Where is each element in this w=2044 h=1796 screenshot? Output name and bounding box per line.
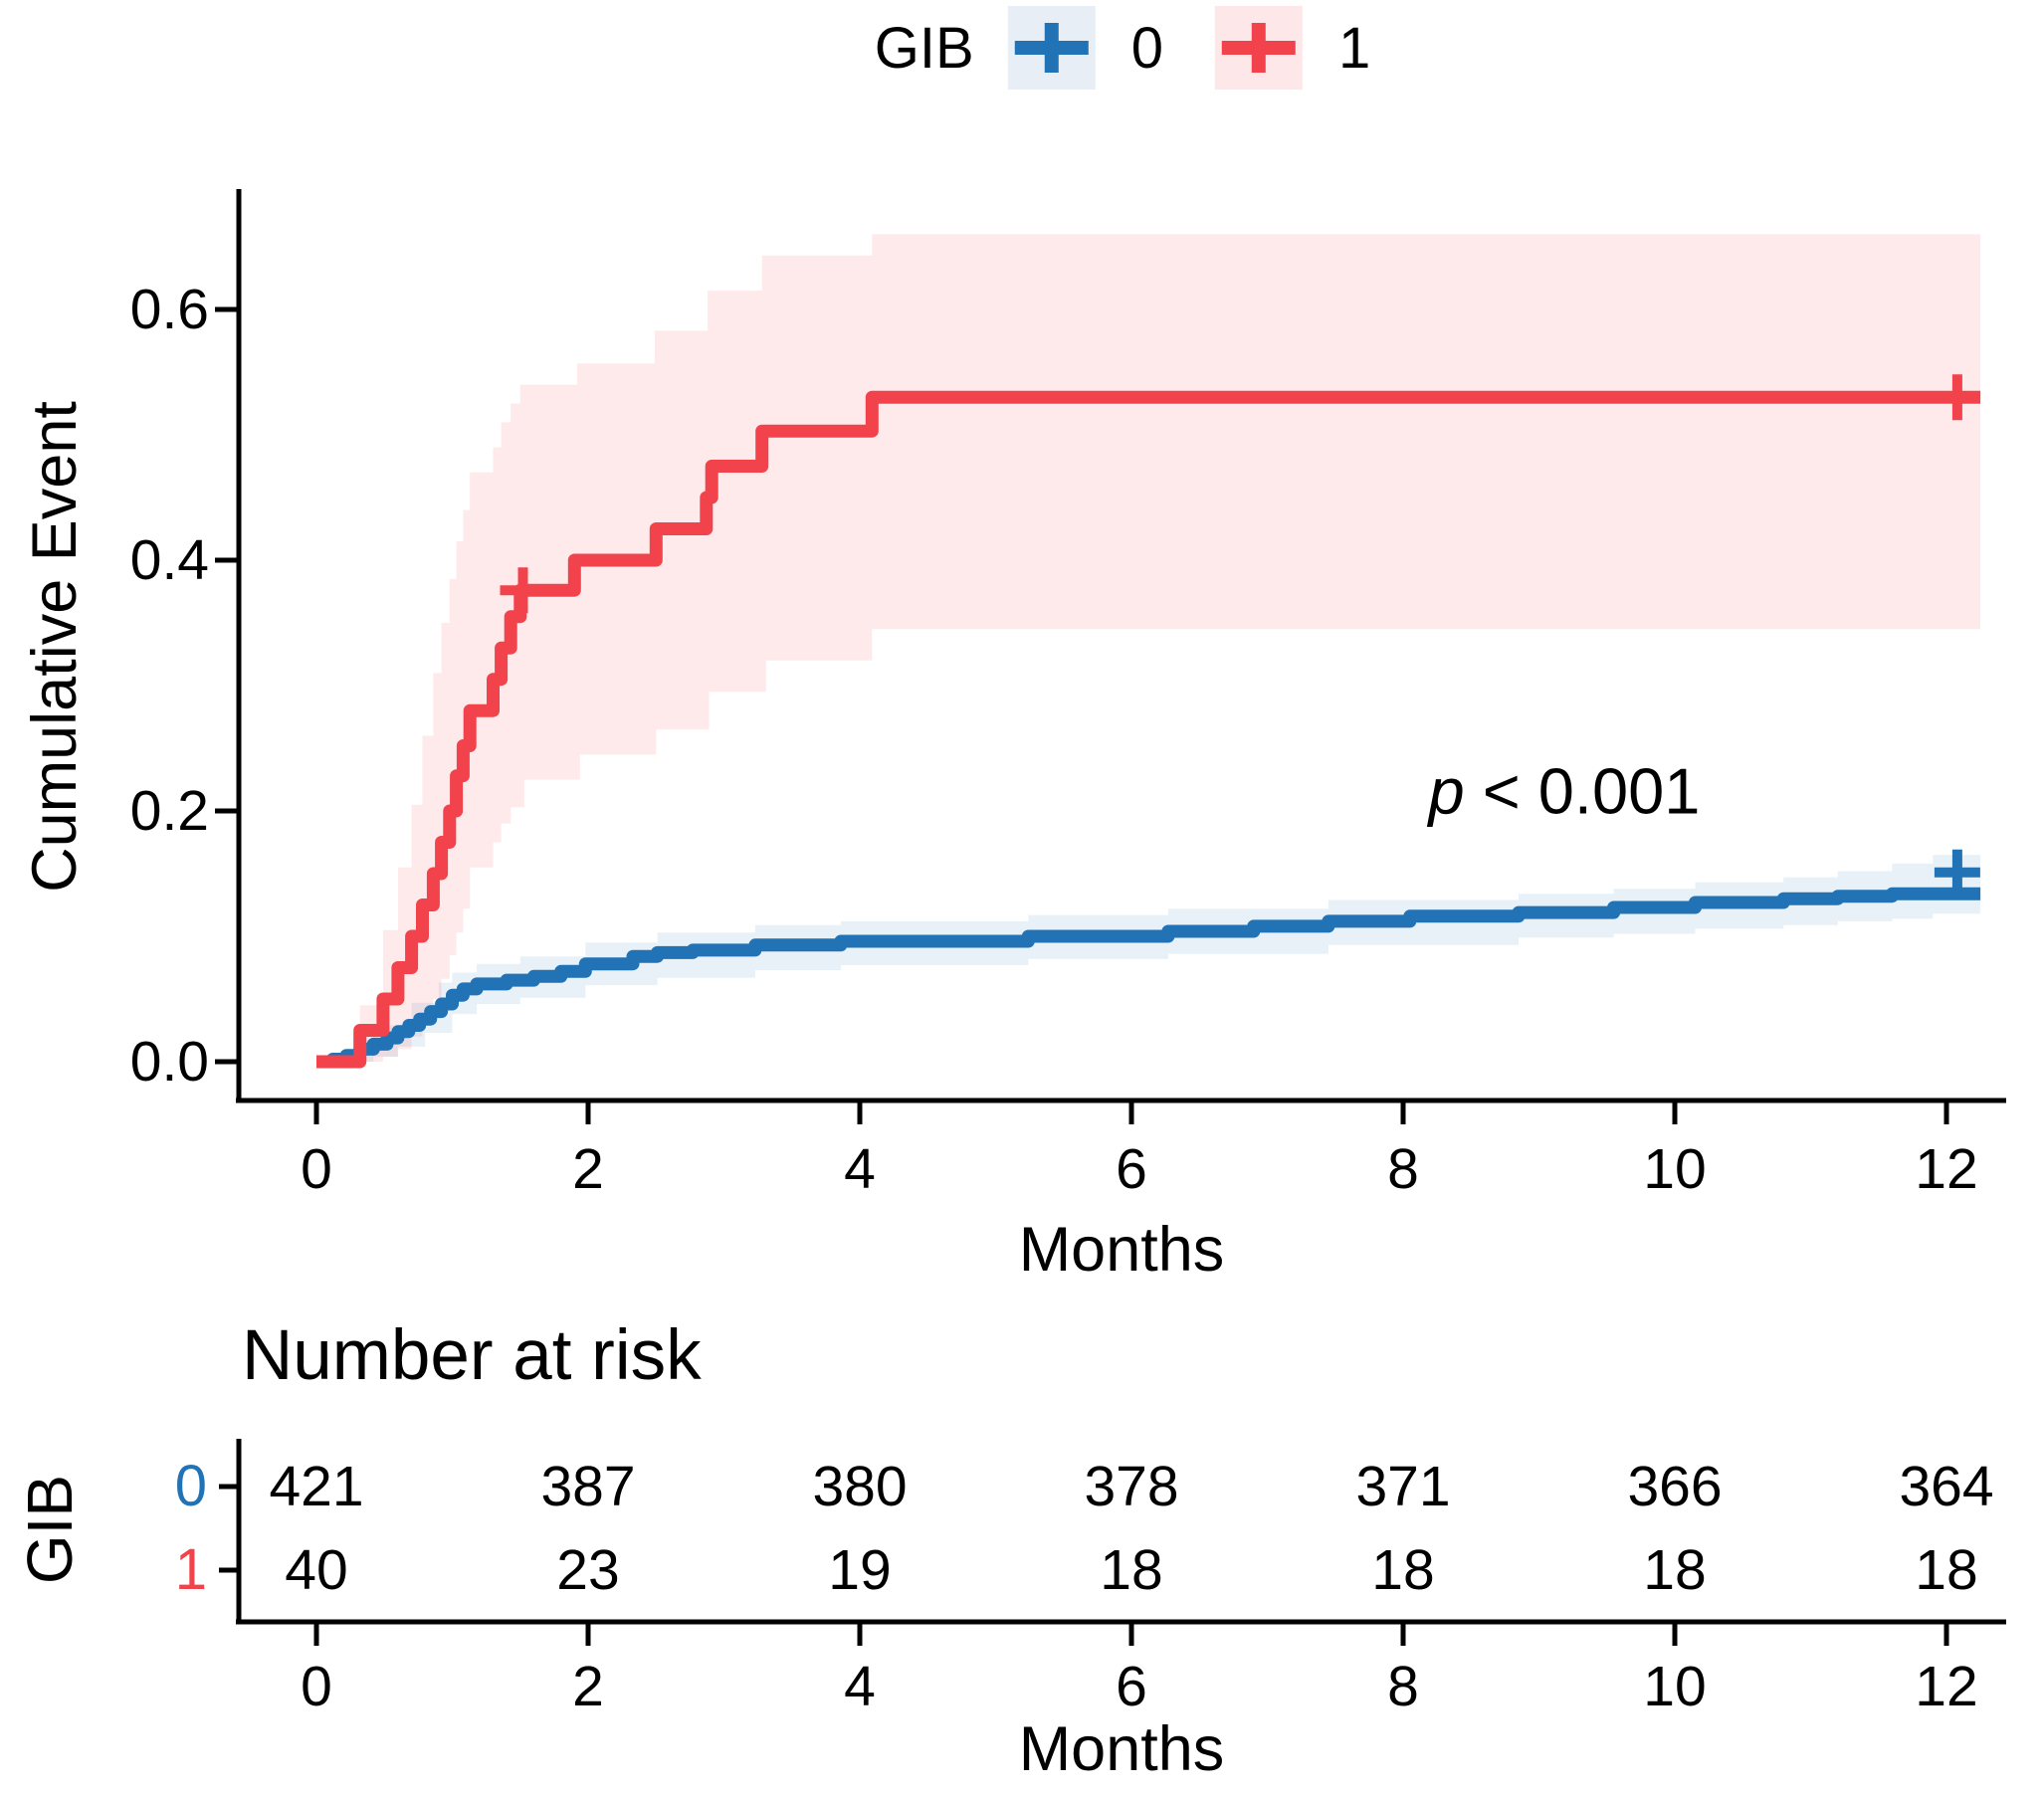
p-value-annotation: p < 0.001 <box>1429 754 1701 829</box>
table-x-tick-label: 10 <box>1643 1655 1707 1718</box>
y-tick-label: 0.2 <box>129 779 209 843</box>
risk-table-axes <box>219 1439 2006 1646</box>
legend-key-group0 <box>1007 6 1096 90</box>
risk-count: 40 <box>285 1538 348 1602</box>
risk-count: 18 <box>1915 1538 1978 1602</box>
legend-key-group1 <box>1214 6 1303 90</box>
risk-count: 371 <box>1355 1455 1451 1518</box>
y-tick-label: 0.4 <box>129 528 209 592</box>
legend: GIB 0 1 <box>875 6 1370 90</box>
risk-count: 421 <box>269 1455 364 1518</box>
x-tick-label: 12 <box>1915 1137 1978 1201</box>
risk-count: 387 <box>540 1455 636 1518</box>
x-tick-label: 0 <box>301 1137 332 1201</box>
risk-count: 380 <box>812 1455 908 1518</box>
table-x-tick-label: 4 <box>844 1655 876 1718</box>
table-x-tick-label: 8 <box>1387 1655 1419 1718</box>
table-x-tick-label: 0 <box>301 1655 332 1718</box>
x-tick-label: 10 <box>1643 1137 1707 1201</box>
x-axis-title: Months <box>1018 1215 1225 1285</box>
risk-count: 378 <box>1084 1455 1179 1518</box>
y-tick-label: 0.6 <box>129 278 209 341</box>
risk-count: 23 <box>556 1538 620 1602</box>
x-tick-label: 8 <box>1387 1137 1419 1201</box>
table-x-tick-label: 6 <box>1116 1655 1147 1718</box>
plus-icon <box>1251 22 1266 74</box>
x-tick-label: 6 <box>1116 1137 1147 1201</box>
p-value-text: < 0.001 <box>1464 754 1701 828</box>
x-tick-label: 2 <box>572 1137 604 1201</box>
y-tick-label: 0.0 <box>129 1030 209 1094</box>
table-x-axis-title: Months <box>1018 1714 1225 1784</box>
risk-table-title: Number at risk <box>242 1316 702 1395</box>
legend-label-group0: 0 <box>1130 15 1163 81</box>
survival-curves <box>316 374 1981 1069</box>
legend-title: GIB <box>874 15 974 81</box>
table-x-tick-label: 12 <box>1915 1655 1978 1718</box>
risk-count: 364 <box>1899 1455 1994 1518</box>
risk-count: 18 <box>1100 1538 1163 1602</box>
risk-count: 19 <box>828 1538 892 1602</box>
table-x-tick-label: 2 <box>572 1655 604 1718</box>
risk-count: 366 <box>1627 1455 1723 1518</box>
risk-count: 18 <box>1643 1538 1707 1602</box>
plus-icon <box>1044 22 1059 74</box>
plot-axes <box>215 189 2006 1124</box>
risk-count: 18 <box>1371 1538 1435 1602</box>
x-tick-label: 4 <box>844 1137 876 1201</box>
legend-label-group1: 1 <box>1337 15 1371 81</box>
risk-row-label-group0: 0 <box>174 1454 207 1518</box>
risk-row-label-group1: 1 <box>174 1537 207 1602</box>
p-value-symbol: p <box>1428 754 1465 828</box>
